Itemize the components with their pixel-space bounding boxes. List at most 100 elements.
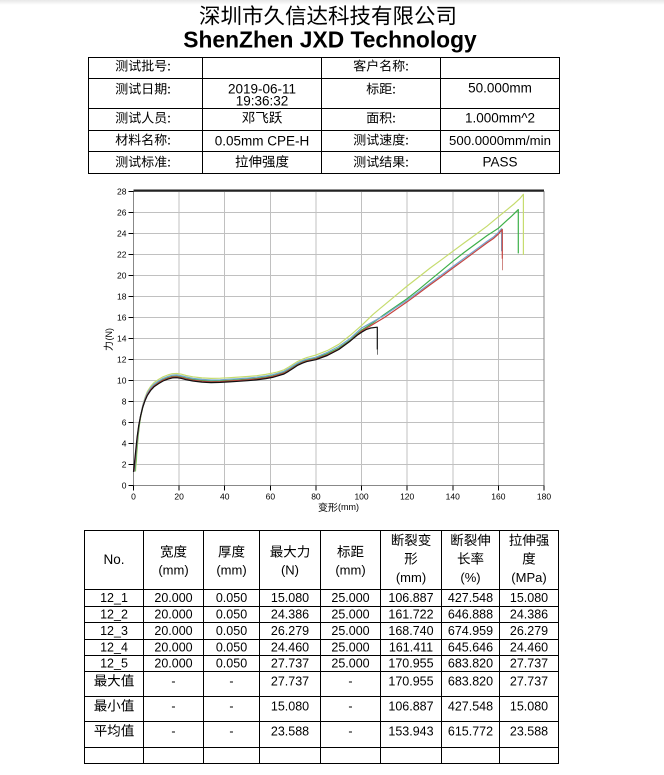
svg-text:20.000: 20.000 bbox=[154, 656, 192, 670]
svg-text:(%): (%) bbox=[460, 570, 480, 585]
svg-text:80: 80 bbox=[311, 492, 321, 502]
svg-text:0.050: 0.050 bbox=[216, 656, 247, 670]
svg-text:20: 20 bbox=[117, 270, 127, 280]
svg-text:15.080: 15.080 bbox=[271, 700, 309, 714]
svg-text:27.737: 27.737 bbox=[271, 675, 309, 689]
svg-text:14: 14 bbox=[117, 333, 127, 343]
svg-text:PASS: PASS bbox=[482, 155, 517, 170]
svg-text:683.820: 683.820 bbox=[448, 675, 493, 689]
svg-text:26.279: 26.279 bbox=[271, 624, 309, 638]
svg-text:500.0000mm/min: 500.0000mm/min bbox=[449, 133, 551, 148]
svg-text:-: - bbox=[171, 725, 175, 739]
svg-text:(N): (N) bbox=[281, 563, 299, 578]
svg-text:60: 60 bbox=[266, 492, 276, 502]
svg-text:170.955: 170.955 bbox=[388, 675, 433, 689]
svg-text:12_1: 12_1 bbox=[100, 591, 128, 605]
svg-text:23.588: 23.588 bbox=[510, 725, 548, 739]
svg-text:-: - bbox=[171, 700, 175, 714]
svg-text:106.887: 106.887 bbox=[388, 700, 433, 714]
svg-text:-: - bbox=[348, 725, 352, 739]
svg-text:24.460: 24.460 bbox=[271, 640, 309, 654]
svg-text:1.000mm^2: 1.000mm^2 bbox=[465, 111, 535, 126]
svg-text:4: 4 bbox=[122, 438, 127, 448]
svg-text:-: - bbox=[348, 700, 352, 714]
svg-text:24.386: 24.386 bbox=[271, 607, 309, 621]
svg-text:2: 2 bbox=[122, 459, 127, 469]
svg-text:-: - bbox=[229, 700, 233, 714]
svg-text:25.000: 25.000 bbox=[331, 591, 369, 605]
svg-text:6: 6 bbox=[122, 417, 127, 427]
svg-text:(mm): (mm) bbox=[335, 563, 365, 578]
svg-text:25.000: 25.000 bbox=[331, 656, 369, 670]
svg-text:683.820: 683.820 bbox=[448, 656, 493, 670]
svg-text:0.050: 0.050 bbox=[216, 624, 247, 638]
svg-text:20.000: 20.000 bbox=[154, 591, 192, 605]
svg-text:(mm): (mm) bbox=[216, 563, 246, 578]
svg-text:20.000: 20.000 bbox=[154, 624, 192, 638]
svg-text:24.460: 24.460 bbox=[510, 640, 548, 654]
svg-text:674.959: 674.959 bbox=[448, 624, 493, 638]
svg-text:0.050: 0.050 bbox=[216, 591, 247, 605]
svg-text:ShenZhen JXD Technology: ShenZhen JXD Technology bbox=[183, 27, 477, 53]
svg-text:12: 12 bbox=[117, 354, 127, 364]
svg-text:-: - bbox=[348, 675, 352, 689]
svg-text:100: 100 bbox=[354, 492, 368, 502]
svg-text:646.888: 646.888 bbox=[448, 607, 493, 621]
svg-text:12_2: 12_2 bbox=[100, 607, 128, 621]
svg-text:15.080: 15.080 bbox=[510, 591, 548, 605]
svg-text:20.000: 20.000 bbox=[154, 640, 192, 654]
svg-text:No.: No. bbox=[103, 552, 124, 567]
svg-text:28: 28 bbox=[117, 186, 127, 196]
svg-text:170.955: 170.955 bbox=[388, 656, 433, 670]
svg-text:20.000: 20.000 bbox=[154, 607, 192, 621]
svg-text:12_4: 12_4 bbox=[100, 640, 128, 654]
svg-text:-: - bbox=[229, 725, 233, 739]
svg-text:16: 16 bbox=[117, 312, 127, 322]
svg-text:(mm): (mm) bbox=[158, 563, 188, 578]
svg-text:25.000: 25.000 bbox=[331, 640, 369, 654]
svg-text:(MPa): (MPa) bbox=[511, 570, 546, 585]
svg-text:50.000mm: 50.000mm bbox=[468, 81, 532, 96]
svg-text:(mm): (mm) bbox=[396, 570, 426, 585]
svg-text:645.646: 645.646 bbox=[448, 640, 493, 654]
svg-text:0.050: 0.050 bbox=[216, 607, 247, 621]
svg-text:24: 24 bbox=[117, 228, 127, 238]
svg-text:27.737: 27.737 bbox=[510, 675, 548, 689]
svg-text:8: 8 bbox=[122, 396, 127, 406]
svg-text:26.279: 26.279 bbox=[510, 624, 548, 638]
svg-text:12_3: 12_3 bbox=[100, 624, 128, 638]
svg-text:12_5: 12_5 bbox=[100, 656, 128, 670]
svg-text:27.737: 27.737 bbox=[510, 656, 548, 670]
svg-text:27.737: 27.737 bbox=[271, 656, 309, 670]
svg-text:161.411: 161.411 bbox=[389, 640, 433, 654]
svg-text:2019-06-11: 2019-06-11 bbox=[228, 82, 296, 97]
svg-text:0: 0 bbox=[122, 480, 127, 490]
svg-text:10: 10 bbox=[117, 375, 127, 385]
svg-text:25.000: 25.000 bbox=[331, 624, 369, 638]
svg-text:0: 0 bbox=[131, 492, 136, 502]
svg-text:153.943: 153.943 bbox=[388, 725, 433, 739]
svg-text:20: 20 bbox=[174, 492, 184, 502]
svg-text:0.050: 0.050 bbox=[216, 640, 247, 654]
svg-text:106.887: 106.887 bbox=[388, 591, 433, 605]
svg-text:-: - bbox=[229, 675, 233, 689]
svg-text:22: 22 bbox=[117, 249, 127, 259]
svg-text:18: 18 bbox=[117, 291, 127, 301]
svg-text:180: 180 bbox=[537, 492, 551, 502]
svg-text:(N): (N) bbox=[104, 328, 114, 341]
svg-text:26: 26 bbox=[117, 207, 127, 217]
svg-text:120: 120 bbox=[400, 492, 414, 502]
svg-text:0.05mm CPE-H: 0.05mm CPE-H bbox=[215, 134, 310, 149]
svg-text:15.080: 15.080 bbox=[510, 700, 548, 714]
svg-text:-: - bbox=[171, 675, 175, 689]
svg-text:(mm): (mm) bbox=[338, 502, 359, 512]
svg-text:427.548: 427.548 bbox=[448, 700, 493, 714]
svg-text:160: 160 bbox=[491, 492, 505, 502]
svg-text:140: 140 bbox=[446, 492, 460, 502]
svg-text:168.740: 168.740 bbox=[388, 624, 433, 638]
svg-text:15.080: 15.080 bbox=[271, 591, 309, 605]
svg-text:427.548: 427.548 bbox=[448, 591, 493, 605]
svg-text:40: 40 bbox=[220, 492, 230, 502]
svg-text:23.588: 23.588 bbox=[271, 725, 309, 739]
svg-text:19:36:32: 19:36:32 bbox=[236, 94, 289, 109]
